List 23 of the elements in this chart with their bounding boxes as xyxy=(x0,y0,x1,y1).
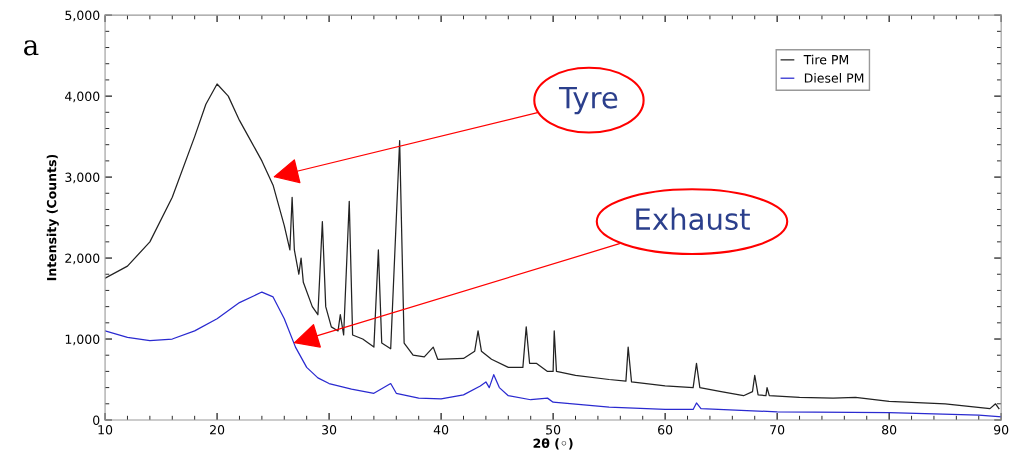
x-tick-label: 10 xyxy=(98,425,113,435)
annotation: Exhaust xyxy=(636,207,750,231)
x-tick-label: 80 xyxy=(882,425,897,435)
x-tick-label: 70 xyxy=(770,425,785,435)
x-tick-label: 30 xyxy=(322,425,337,435)
y-axis-title: Intensity (Counts) xyxy=(46,154,59,281)
y-tick-label: 2,000 xyxy=(65,253,100,265)
y-tick-label: 1,000 xyxy=(65,334,100,346)
x-tick-label: 50 xyxy=(546,425,561,435)
x-tick-label: 60 xyxy=(658,425,673,435)
x-tick-label: 20 xyxy=(210,425,225,435)
y-tick-label: 5,000 xyxy=(65,10,100,22)
line-series xyxy=(105,83,1000,410)
x-axis-title: 2θ (◦) xyxy=(533,438,573,450)
legend-label: Tire PM xyxy=(803,54,849,65)
y-tick-label: 3,000 xyxy=(65,172,100,184)
y-tick-label: 4,000 xyxy=(65,91,100,103)
x-tick-label: 90 xyxy=(993,425,1009,435)
legend-label: Diesel PM xyxy=(804,73,864,83)
text: a xyxy=(24,40,39,56)
y-tick-label: 0 xyxy=(93,415,100,425)
x-tick-label: 40 xyxy=(433,425,449,435)
annotation: Tyre xyxy=(558,86,618,115)
